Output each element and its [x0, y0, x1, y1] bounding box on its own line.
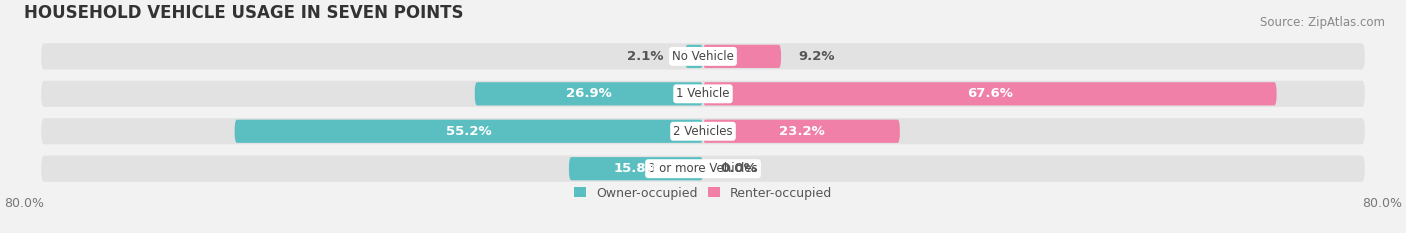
Text: 15.8%: 15.8% [613, 162, 659, 175]
FancyBboxPatch shape [41, 156, 1365, 182]
Text: 2 Vehicles: 2 Vehicles [673, 125, 733, 138]
Text: 9.2%: 9.2% [799, 50, 835, 63]
Text: 55.2%: 55.2% [446, 125, 492, 138]
FancyBboxPatch shape [703, 82, 1277, 105]
Text: 67.6%: 67.6% [967, 87, 1012, 100]
FancyBboxPatch shape [703, 120, 900, 143]
Text: 3 or more Vehicles: 3 or more Vehicles [648, 162, 758, 175]
Text: 0.0%: 0.0% [720, 162, 756, 175]
FancyBboxPatch shape [685, 45, 703, 68]
Text: 2.1%: 2.1% [627, 50, 664, 63]
FancyBboxPatch shape [41, 43, 1365, 69]
Text: HOUSEHOLD VEHICLE USAGE IN SEVEN POINTS: HOUSEHOLD VEHICLE USAGE IN SEVEN POINTS [24, 4, 464, 22]
Text: Source: ZipAtlas.com: Source: ZipAtlas.com [1260, 16, 1385, 29]
FancyBboxPatch shape [41, 118, 1365, 144]
FancyBboxPatch shape [235, 120, 703, 143]
FancyBboxPatch shape [569, 157, 703, 180]
Text: 26.9%: 26.9% [567, 87, 612, 100]
Text: 1 Vehicle: 1 Vehicle [676, 87, 730, 100]
Legend: Owner-occupied, Renter-occupied: Owner-occupied, Renter-occupied [574, 187, 832, 200]
Text: No Vehicle: No Vehicle [672, 50, 734, 63]
FancyBboxPatch shape [475, 82, 703, 105]
Text: 23.2%: 23.2% [779, 125, 824, 138]
FancyBboxPatch shape [703, 45, 782, 68]
FancyBboxPatch shape [41, 81, 1365, 107]
